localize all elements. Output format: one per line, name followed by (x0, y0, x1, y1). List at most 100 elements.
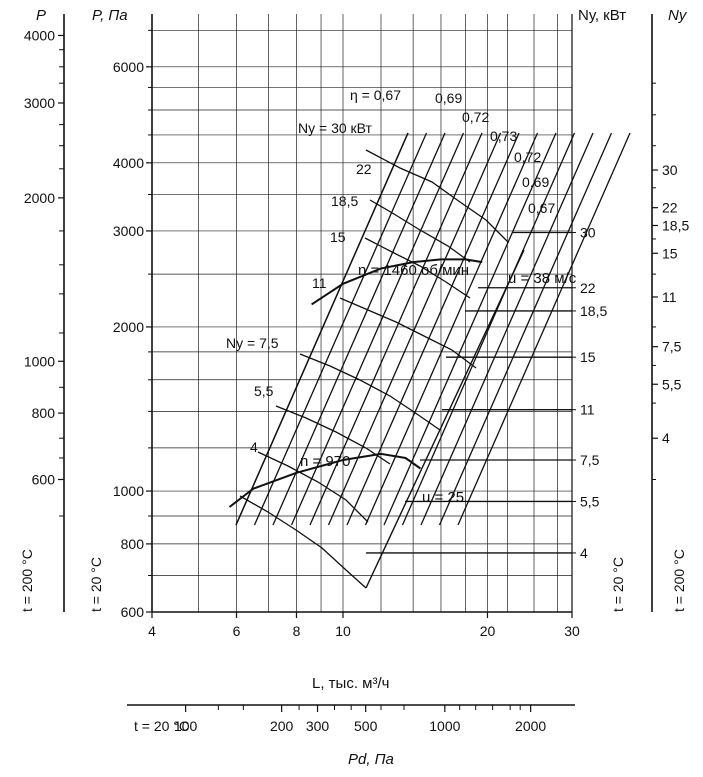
curve-label-u-25: u = 25 (422, 489, 464, 506)
pd-tick-label: 100 (174, 718, 198, 734)
power-outer-tick-label: 11 (662, 289, 677, 305)
curve-label-n-970: n = 970 (300, 453, 350, 470)
power-arc (239, 495, 367, 589)
pd-tick-label: 300 (306, 718, 330, 734)
efficiency-label: 0,73 (490, 128, 517, 144)
y-tick-label: 3000 (113, 223, 144, 239)
power-curve-label: 15 (330, 229, 346, 245)
efficiency-label: η = 0,67 (350, 87, 401, 103)
temp-right-inner: t = 20 °C (610, 557, 626, 612)
x-tick-label: 8 (293, 623, 301, 639)
pd-tick-label: 1000 (429, 718, 460, 734)
power-arc (364, 237, 471, 299)
x-tick-label: 10 (335, 623, 351, 639)
power-inner-tick-label: 22 (580, 280, 596, 296)
curve-label-n-1460: n = 1460 об/мин (358, 262, 469, 279)
system-line (457, 132, 631, 526)
system-line (290, 132, 465, 526)
envelope-left (235, 132, 409, 526)
power-inner-tick-label: 18,5 (580, 303, 607, 319)
left-inner-axis-title: P, Па (92, 7, 128, 24)
temp-left-inner: t = 20 °C (88, 557, 104, 612)
power-inner-tick-label: 4 (580, 545, 588, 561)
power-inner-tick-label: 30 (580, 225, 596, 241)
power-arc (257, 451, 369, 523)
envelope-right (365, 249, 525, 589)
operating-lines (235, 132, 631, 589)
power-outer-tick-label: 30 (662, 162, 678, 178)
efficiency-label: 0,72 (462, 109, 489, 125)
efficiency-label: 0,69 (522, 174, 549, 190)
power-inner-tick-label: 15 (580, 349, 596, 365)
power-curve-label: 4 (250, 439, 258, 455)
temp-right-outer: t = 200 °C (671, 549, 687, 612)
pd-tick-label: 500 (354, 718, 378, 734)
pd-temperature-label: t = 20 °C (134, 718, 189, 734)
power-inner-tick-label: 5,5 (580, 493, 600, 509)
power-outer-tick-label: 15 (662, 245, 678, 261)
outer-y-tick-label: 1000 (24, 353, 55, 369)
axes (63, 14, 653, 706)
performance-curve (228, 452, 421, 508)
system-line (383, 132, 557, 526)
power-inner-tick-label: 11 (580, 402, 595, 418)
grid (152, 14, 572, 613)
x-tick-label: 4 (148, 623, 156, 639)
power-curve-label: 5,5 (254, 383, 274, 399)
x-tick-label: 30 (564, 623, 580, 639)
tick-marks (58, 29, 658, 712)
power-arc (299, 353, 441, 431)
y-tick-label: 2000 (113, 319, 144, 335)
y-tick-label: 800 (121, 536, 145, 552)
efficiency-label: 0,67 (528, 200, 555, 216)
power-curve-label: Nу = 7,5 (226, 335, 279, 351)
power-arc (339, 297, 477, 369)
pd-tick-label: 2000 (515, 718, 546, 734)
efficiency-label: 0,72 (514, 149, 541, 165)
power-outer-tick-label: 18,5 (662, 217, 689, 233)
performance-curve (311, 258, 483, 306)
system-line (327, 132, 502, 526)
tick-labels: 4 6 8 10 20 30 600 800 1000 2000 3000 4000 6000 600 80… (24, 27, 690, 734)
power-outer-tick-label: 4 (662, 430, 670, 446)
outer-y-tick-label: 4000 (24, 27, 55, 43)
system-line (401, 132, 576, 526)
pd-axis-title: Pd, Па (348, 751, 394, 768)
right-outer-axis-title: Nу (668, 7, 688, 24)
performance-curves (228, 258, 483, 508)
right-inner-axis-title: Nу, кВт (578, 7, 626, 24)
x-tick-label: 20 (480, 623, 496, 639)
efficiency-label: 0,69 (435, 90, 462, 106)
power-outer-tick-label: 5,5 (662, 376, 682, 392)
power-curve-label: 11 (312, 275, 327, 291)
temp-left-outer: t = 200 °C (19, 549, 35, 612)
system-line (364, 132, 539, 526)
system-line (253, 132, 428, 526)
power-outer-tick-label: 22 (662, 200, 678, 216)
outer-y-tick-label: 600 (32, 472, 56, 488)
x-axis-title: L, тыс. м³/ч (312, 675, 389, 692)
outer-y-tick-label: 2000 (24, 190, 55, 206)
power-curve-label: 18,5 (331, 193, 358, 209)
power-inner-tick-label: 7,5 (580, 452, 600, 468)
pd-tick-label: 200 (270, 718, 294, 734)
curve-label-u-38: u = 38 м/с (508, 270, 577, 287)
system-line (272, 132, 446, 526)
power-arc (369, 199, 471, 263)
outer-y-tick-label: 800 (32, 405, 56, 421)
y-tick-label: 600 (121, 604, 145, 620)
y-tick-label: 4000 (113, 155, 144, 171)
efficiency-arcs (239, 149, 572, 589)
system-line (346, 132, 520, 526)
left-outer-axis-title: P (36, 7, 46, 24)
power-arc (365, 149, 509, 243)
system-line (309, 132, 483, 526)
outer-y-tick-label: 3000 (24, 95, 55, 111)
x-tick-label: 6 (233, 623, 241, 639)
y-tick-label: 1000 (113, 483, 144, 499)
power-outer-tick-label: 7,5 (662, 339, 682, 355)
y-tick-label: 6000 (113, 59, 144, 75)
power-arc (275, 405, 391, 465)
power-curve-label: 22 (356, 161, 372, 177)
